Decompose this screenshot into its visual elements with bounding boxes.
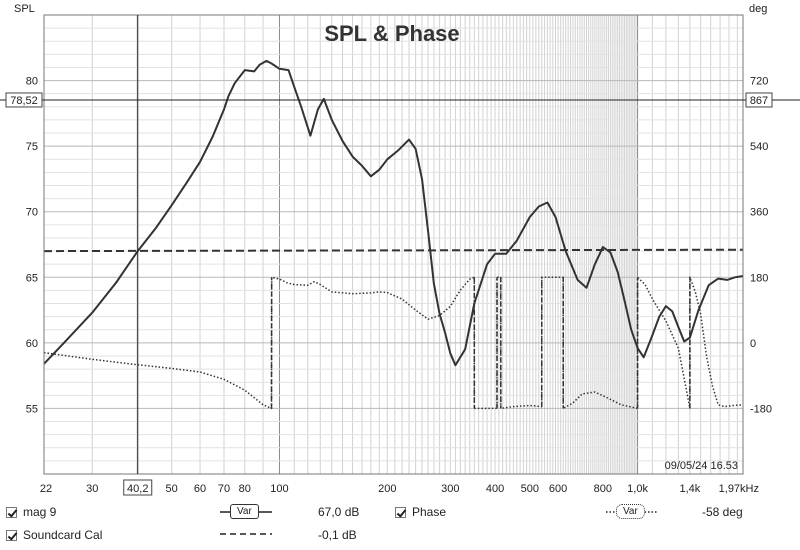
y-right-tick-label: 0 bbox=[750, 338, 756, 350]
x-tick-label: 600 bbox=[549, 483, 567, 495]
cal-checkbox[interactable] bbox=[6, 529, 17, 541]
legend-mag[interactable]: mag 9 bbox=[6, 505, 56, 519]
y-left-tick-label: 70 bbox=[26, 207, 38, 219]
mag-checkbox[interactable] bbox=[6, 506, 17, 518]
cursor-right-readout: 867 bbox=[750, 95, 768, 107]
plot-area bbox=[43, 59, 744, 410]
x-tick-label: 1,97kHz bbox=[719, 483, 759, 495]
x-tick-label: 30 bbox=[86, 483, 98, 495]
x-tick-label: 800 bbox=[594, 483, 612, 495]
x-tick-label: 80 bbox=[239, 483, 251, 495]
y-right-tick-label: 180 bbox=[750, 272, 768, 284]
phase-checkbox[interactable] bbox=[395, 506, 406, 518]
phase-label: Phase bbox=[412, 505, 447, 519]
x-tick-label: 400 bbox=[486, 483, 504, 495]
x-tick-label: 1,4k bbox=[679, 483, 700, 495]
cursor-left-readout: 78,52 bbox=[10, 95, 38, 107]
mag-value: 67,0 dB bbox=[318, 505, 360, 519]
legend-phase[interactable]: Phase bbox=[395, 505, 446, 519]
grid bbox=[44, 15, 743, 474]
y-right-tick-label: 720 bbox=[750, 76, 768, 88]
cal-value: -0,1 dB bbox=[318, 528, 357, 542]
legend-cal[interactable]: Soundcard Cal bbox=[6, 528, 102, 542]
mag-var-control[interactable]: Var bbox=[220, 503, 272, 521]
axes: 22 30 50 60 70 80 100 200 300 400 500 600 800 1,0k 1,4… bbox=[0, 14, 800, 496]
cursor-x-readout: 40,2 bbox=[127, 483, 148, 495]
plot-frame bbox=[43, 14, 744, 475]
x-tick-label: 70 bbox=[218, 483, 230, 495]
y-right-tick-label: 360 bbox=[750, 207, 768, 219]
y-left-tick-label: 55 bbox=[26, 403, 38, 415]
mag-label: mag 9 bbox=[23, 505, 57, 519]
phase-series-line bbox=[43, 276, 744, 410]
y-left-axis-label: SPL bbox=[14, 3, 35, 15]
y-right-tick-label: -180 bbox=[750, 403, 772, 415]
cal-label: Soundcard Cal bbox=[23, 528, 103, 542]
y-right-tick-label: 540 bbox=[750, 141, 768, 153]
x-tick-label: 50 bbox=[166, 483, 178, 495]
timestamp: 09/05/24 16.53 bbox=[665, 460, 738, 472]
phase-var-control[interactable]: Var bbox=[606, 503, 658, 521]
cal-line-sample bbox=[220, 533, 272, 535]
y-left-tick-label: 75 bbox=[26, 141, 38, 153]
cursor-right-readout-box bbox=[745, 92, 773, 108]
y-right-axis-label: deg bbox=[749, 3, 767, 15]
x-tick-label: 60 bbox=[194, 483, 206, 495]
x-tick-label: 100 bbox=[270, 483, 288, 495]
x-tick-label: 200 bbox=[378, 483, 396, 495]
spl-phase-chart: 22 30 50 60 70 80 100 200 300 400 500 600 800 1,0k 1,4… bbox=[0, 3, 800, 496]
x-tick-label: 300 bbox=[441, 483, 459, 495]
phase-var-box[interactable]: Var bbox=[616, 504, 645, 519]
x-tick-label: 22 bbox=[40, 483, 52, 495]
x-tick-label: 500 bbox=[521, 483, 539, 495]
cursor-x-readout-box bbox=[123, 479, 153, 496]
chart-title: SPL & Phase bbox=[324, 21, 459, 46]
mag-9-series-line bbox=[43, 59, 744, 367]
phase-value: -58 deg bbox=[702, 505, 743, 519]
y-left-tick-label: 80 bbox=[26, 76, 38, 88]
x-tick-label: 1,0k bbox=[627, 483, 648, 495]
y-left-tick-label: 60 bbox=[26, 338, 38, 350]
soundcard-cal-series-line bbox=[43, 248, 744, 253]
y-left-tick-label: 65 bbox=[26, 272, 38, 284]
mag-var-box[interactable]: Var bbox=[230, 504, 259, 519]
cal-line-sample-wrap bbox=[220, 527, 272, 541]
cursor-left-readout-box bbox=[5, 92, 43, 108]
